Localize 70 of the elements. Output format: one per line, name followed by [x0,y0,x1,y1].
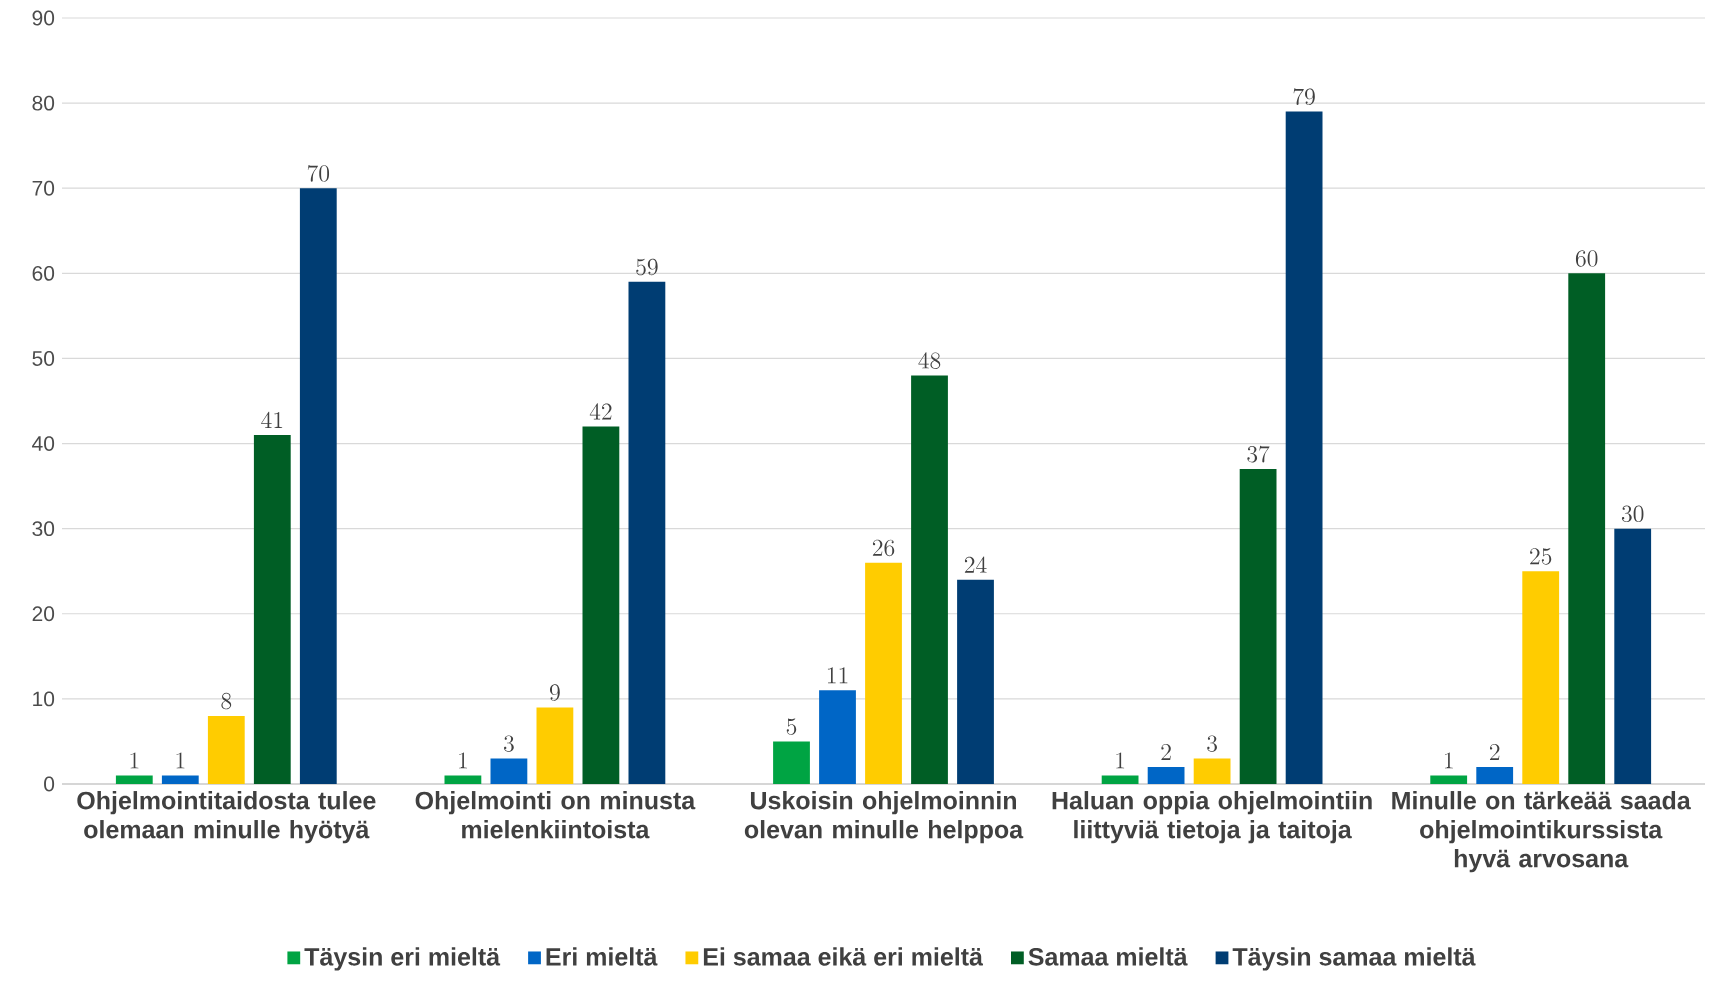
bar [628,281,666,784]
data-label: 25 [1530,548,1552,565]
x-tick-label: Uskoisin ohjelmoinnin olevan minulle helppoa [744,791,1024,844]
data-label: 2 [1489,743,1500,760]
bar [536,707,574,784]
data-label: 5 [786,718,797,735]
bar [1147,766,1185,784]
bar [115,775,153,784]
y-tick-label: 50 [32,351,55,366]
data-label: 8 [221,692,232,710]
bar [207,715,245,784]
bar [865,562,902,784]
y-tick-label: 70 [32,180,55,196]
x-tick-label: Ohjelmointitaidosta tulee olemaan minulle hyötyä [77,791,376,844]
bar [299,188,337,784]
data-label: 70 [307,164,330,182]
y-tick-label: 30 [32,521,55,537]
data-label: 1 [1445,752,1453,769]
bar [819,690,856,784]
y-tick-label: 80 [32,95,55,111]
bar [253,435,291,784]
bar [1614,528,1652,784]
data-label: 1 [176,752,185,769]
bar [1239,469,1277,784]
bar [1285,111,1323,784]
data-label: 37 [1247,445,1270,463]
y-tick-label: 0 [44,776,55,792]
data-label: 48 [918,352,941,369]
bar [1193,758,1231,784]
legend-label: Täysin eri mieltä [304,947,501,971]
data-label: 30 [1621,505,1644,523]
data-label: 9 [550,684,560,701]
data-label: 1 [1116,752,1125,769]
bar [161,775,199,784]
data-label: 26 [872,539,895,557]
data-label: 42 [589,403,612,420]
bar [444,775,482,784]
y-tick-label: 60 [32,265,55,281]
bar [1101,775,1139,784]
y-tick-label: 40 [32,436,55,451]
bar [1522,571,1560,784]
data-label: 59 [636,258,658,276]
data-label: 41 [261,411,283,428]
legend-label: Täysin samaa mieltä [1232,947,1476,971]
bar [1430,775,1468,784]
bar [490,758,528,784]
legend-label: Eri mieltä [546,947,658,966]
data-label: 1 [459,752,467,769]
data-label: 2 [1161,743,1171,760]
data-label: 79 [1293,88,1315,106]
x-tick-label: Ohjelmointi on minusta mielenkiintoista [415,791,696,839]
bar [957,579,994,784]
y-tick-label: 20 [32,606,55,622]
bar [1568,273,1606,784]
data-label: 1 [130,752,139,769]
data-label: 3 [504,735,514,752]
y-tick-label: 90 [32,10,55,26]
y-tick-label: 10 [33,691,55,707]
bar [1476,766,1514,784]
data-label: 60 [1575,250,1598,267]
data-label: 3 [1207,735,1217,752]
bar [582,426,620,784]
bar [911,375,948,784]
x-tick-label: Haluan oppia ohjelmointiin liittyviä tietoja ja taitoja [1052,791,1372,844]
legend-label: Samaa mieltä [1028,947,1188,966]
data-label: 24 [964,556,987,573]
legend-label: Ei samaa eikä eri mieltä [703,947,984,966]
data-label: 11 [827,667,848,684]
bar [773,741,810,784]
x-tick-label: Minulle on tärkeää saada ohjelmointikurssista hyvä arvosana [1392,791,1691,873]
